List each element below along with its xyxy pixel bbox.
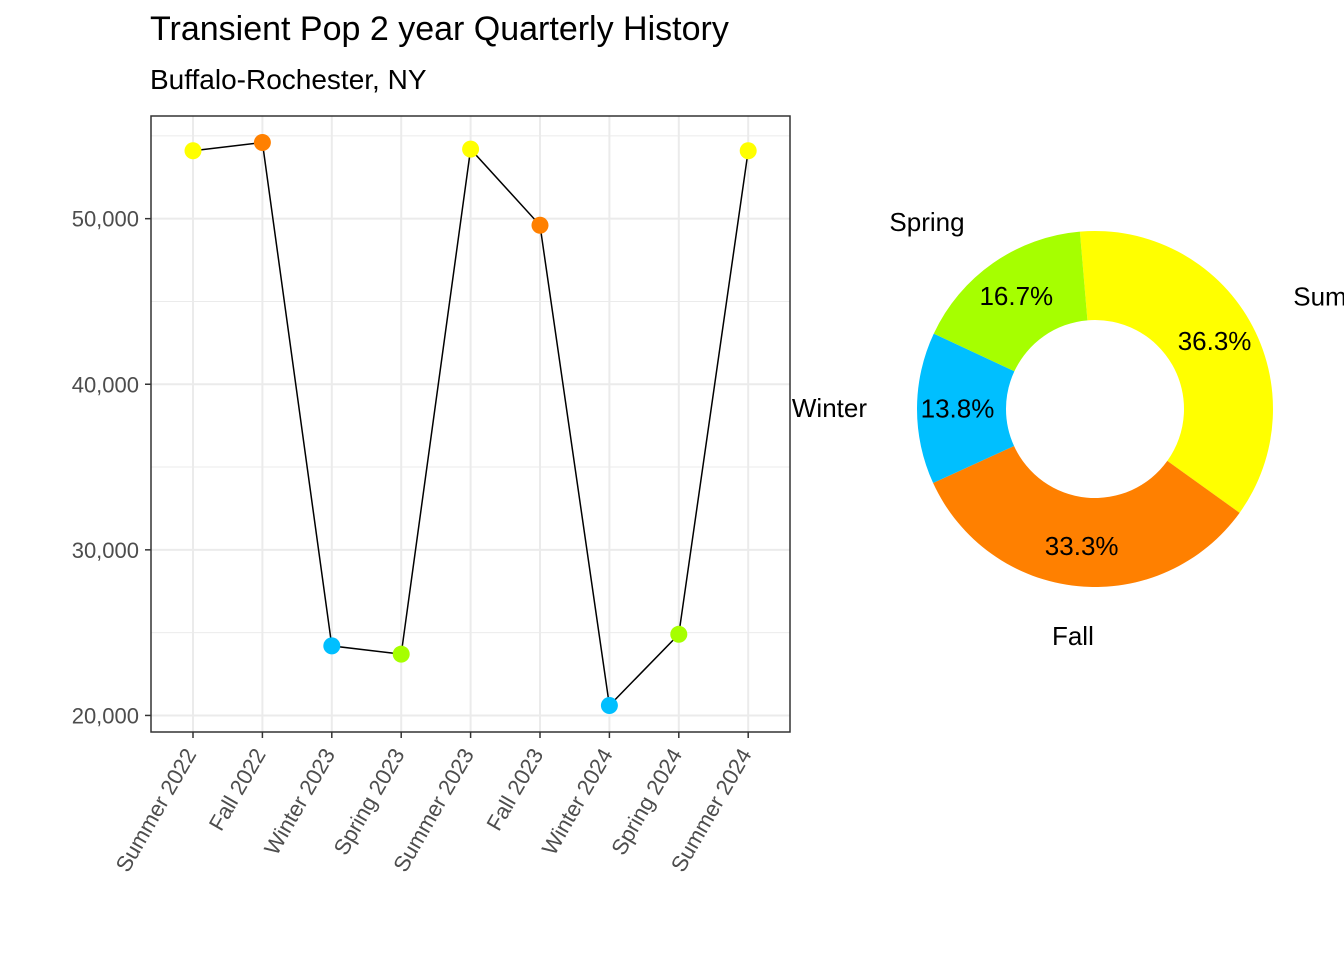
chart-title: Transient Pop 2 year Quarterly History [150,10,729,48]
data-point-7 [600,697,618,715]
slice-percent-label: 33.3% [1045,531,1119,561]
donut-slice-winter [916,333,1015,483]
slice-category-label: Fall [1052,621,1094,651]
chart-subtitle: Buffalo-Rochester, NY [150,64,427,95]
slice-category-label: Summer [1293,281,1344,311]
data-point-9 [739,142,757,160]
data-point-6 [531,216,549,234]
slice-percent-label: 13.8% [921,393,995,423]
y-tick-label: 40,000 [72,372,139,397]
data-point-1 [184,142,202,160]
donut-slice-summer [1079,231,1273,513]
slice-category-label: Winter [792,393,867,423]
y-tick-label: 30,000 [72,538,139,563]
data-point-4 [392,645,410,663]
data-point-5 [462,140,480,158]
data-point-3 [323,637,341,655]
donut-slice-fall [933,445,1240,587]
slice-percent-label: 36.3% [1178,326,1252,356]
data-point-8 [670,625,688,643]
slice-percent-label: 16.7% [979,281,1053,311]
data-point-2 [253,133,271,151]
y-tick-label: 50,000 [72,207,139,232]
donut-slice-spring [933,231,1088,372]
y-tick-label: 20,000 [72,703,139,728]
slice-category-label: Spring [889,207,964,237]
